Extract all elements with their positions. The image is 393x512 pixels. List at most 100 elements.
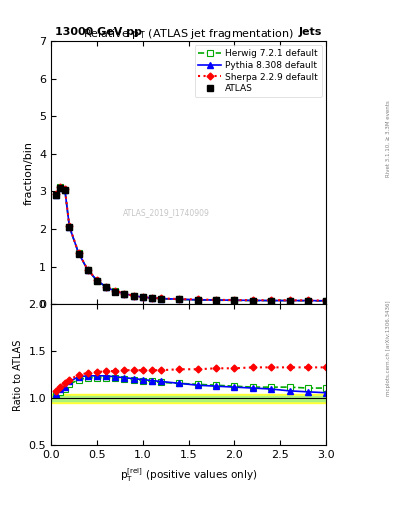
Herwig 7.2.1 default xyxy=(85,267,90,273)
Text: Rivet 3.1.10, ≥ 3.3M events: Rivet 3.1.10, ≥ 3.3M events xyxy=(386,100,391,177)
Sherpa 2.2.9 default xyxy=(131,293,136,299)
Pythia 8.308 default xyxy=(305,297,310,304)
Herwig 7.2.1 default xyxy=(58,184,62,190)
Herwig 7.2.1 default xyxy=(287,297,292,304)
Y-axis label: fraction/bin: fraction/bin xyxy=(24,141,33,205)
Sherpa 2.2.9 default xyxy=(324,297,329,304)
Herwig 7.2.1 default xyxy=(122,291,127,297)
Pythia 8.308 default xyxy=(58,185,62,191)
Pythia 8.308 default xyxy=(287,297,292,304)
Herwig 7.2.1 default xyxy=(131,293,136,299)
Pythia 8.308 default xyxy=(76,250,81,256)
Pythia 8.308 default xyxy=(195,297,200,303)
Pythia 8.308 default xyxy=(324,297,329,304)
Herwig 7.2.1 default xyxy=(159,295,163,302)
Pythia 8.308 default xyxy=(250,297,255,304)
Sherpa 2.2.9 default xyxy=(58,183,62,189)
Sherpa 2.2.9 default xyxy=(85,267,90,273)
Pythia 8.308 default xyxy=(177,296,182,302)
Sherpa 2.2.9 default xyxy=(122,290,127,296)
Line: Sherpa 2.2.9 default: Sherpa 2.2.9 default xyxy=(53,184,329,303)
ATLAS xyxy=(159,295,163,302)
ATLAS xyxy=(62,186,67,193)
Sherpa 2.2.9 default xyxy=(104,284,108,290)
Line: Pythia 8.308 default: Pythia 8.308 default xyxy=(53,185,329,304)
Y-axis label: Ratio to ATLAS: Ratio to ATLAS xyxy=(13,339,23,411)
ATLAS xyxy=(53,192,58,198)
Sherpa 2.2.9 default xyxy=(250,297,255,303)
Pythia 8.308 default xyxy=(214,297,219,303)
ATLAS xyxy=(95,278,99,284)
Sherpa 2.2.9 default xyxy=(269,297,274,303)
Pythia 8.308 default xyxy=(113,288,118,294)
Herwig 7.2.1 default xyxy=(76,250,81,256)
Text: 13000 GeV pp: 13000 GeV pp xyxy=(55,27,142,37)
Pythia 8.308 default xyxy=(269,297,274,304)
Herwig 7.2.1 default xyxy=(95,278,99,284)
ATLAS xyxy=(150,295,154,301)
Herwig 7.2.1 default xyxy=(214,297,219,303)
Herwig 7.2.1 default xyxy=(104,284,108,290)
ATLAS xyxy=(67,224,72,230)
X-axis label: $p_{\rm T}^{\rm [rel]}$ (positive values only): $p_{\rm T}^{\rm [rel]}$ (positive values… xyxy=(120,466,257,484)
Sherpa 2.2.9 default xyxy=(232,297,237,303)
Herwig 7.2.1 default xyxy=(177,296,182,303)
Pythia 8.308 default xyxy=(131,293,136,299)
Pythia 8.308 default xyxy=(122,291,127,297)
ATLAS xyxy=(76,250,81,257)
ATLAS xyxy=(177,296,182,303)
Line: Herwig 7.2.1 default: Herwig 7.2.1 default xyxy=(53,184,329,304)
ATLAS xyxy=(269,297,274,304)
Bar xyxy=(51,396,326,401)
Herwig 7.2.1 default xyxy=(150,295,154,301)
Title: Relative $p_{T}$ (ATLAS jet fragmentation): Relative $p_{T}$ (ATLAS jet fragmentatio… xyxy=(83,27,294,41)
Pythia 8.308 default xyxy=(150,295,154,301)
ATLAS xyxy=(214,297,219,303)
Herwig 7.2.1 default xyxy=(232,297,237,304)
Sherpa 2.2.9 default xyxy=(76,250,81,256)
Herwig 7.2.1 default xyxy=(269,297,274,304)
Pythia 8.308 default xyxy=(95,277,99,283)
Pythia 8.308 default xyxy=(53,192,58,198)
ATLAS xyxy=(140,294,145,300)
Herwig 7.2.1 default xyxy=(62,186,67,193)
ATLAS xyxy=(122,291,127,297)
Herwig 7.2.1 default xyxy=(67,224,72,230)
Sherpa 2.2.9 default xyxy=(113,288,118,294)
ATLAS xyxy=(104,284,108,290)
Sherpa 2.2.9 default xyxy=(95,277,99,283)
ATLAS xyxy=(250,297,255,304)
Sherpa 2.2.9 default xyxy=(67,223,72,229)
Pythia 8.308 default xyxy=(85,267,90,273)
Sherpa 2.2.9 default xyxy=(305,297,310,304)
Legend: Herwig 7.2.1 default, Pythia 8.308 default, Sherpa 2.2.9 default, ATLAS: Herwig 7.2.1 default, Pythia 8.308 defau… xyxy=(195,46,322,97)
Line: ATLAS: ATLAS xyxy=(52,184,330,305)
Herwig 7.2.1 default xyxy=(53,192,58,198)
Sherpa 2.2.9 default xyxy=(177,296,182,302)
Sherpa 2.2.9 default xyxy=(159,295,163,302)
Sherpa 2.2.9 default xyxy=(140,294,145,300)
Sherpa 2.2.9 default xyxy=(287,297,292,303)
ATLAS xyxy=(305,297,310,304)
Pythia 8.308 default xyxy=(67,224,72,230)
Pythia 8.308 default xyxy=(232,297,237,303)
Sherpa 2.2.9 default xyxy=(62,186,67,192)
Herwig 7.2.1 default xyxy=(140,294,145,300)
Sherpa 2.2.9 default xyxy=(53,191,58,198)
ATLAS xyxy=(131,293,136,299)
Herwig 7.2.1 default xyxy=(324,298,329,304)
ATLAS xyxy=(287,297,292,304)
ATLAS xyxy=(232,297,237,303)
ATLAS xyxy=(85,267,90,273)
Herwig 7.2.1 default xyxy=(250,297,255,304)
Sherpa 2.2.9 default xyxy=(214,297,219,303)
Sherpa 2.2.9 default xyxy=(150,295,154,301)
Text: Jets: Jets xyxy=(299,27,322,37)
Pythia 8.308 default xyxy=(140,294,145,300)
ATLAS xyxy=(195,297,200,303)
Pythia 8.308 default xyxy=(159,295,163,302)
Text: ATLAS_2019_I1740909: ATLAS_2019_I1740909 xyxy=(123,208,210,217)
Herwig 7.2.1 default xyxy=(113,288,118,294)
Bar xyxy=(51,394,326,403)
Herwig 7.2.1 default xyxy=(195,297,200,303)
